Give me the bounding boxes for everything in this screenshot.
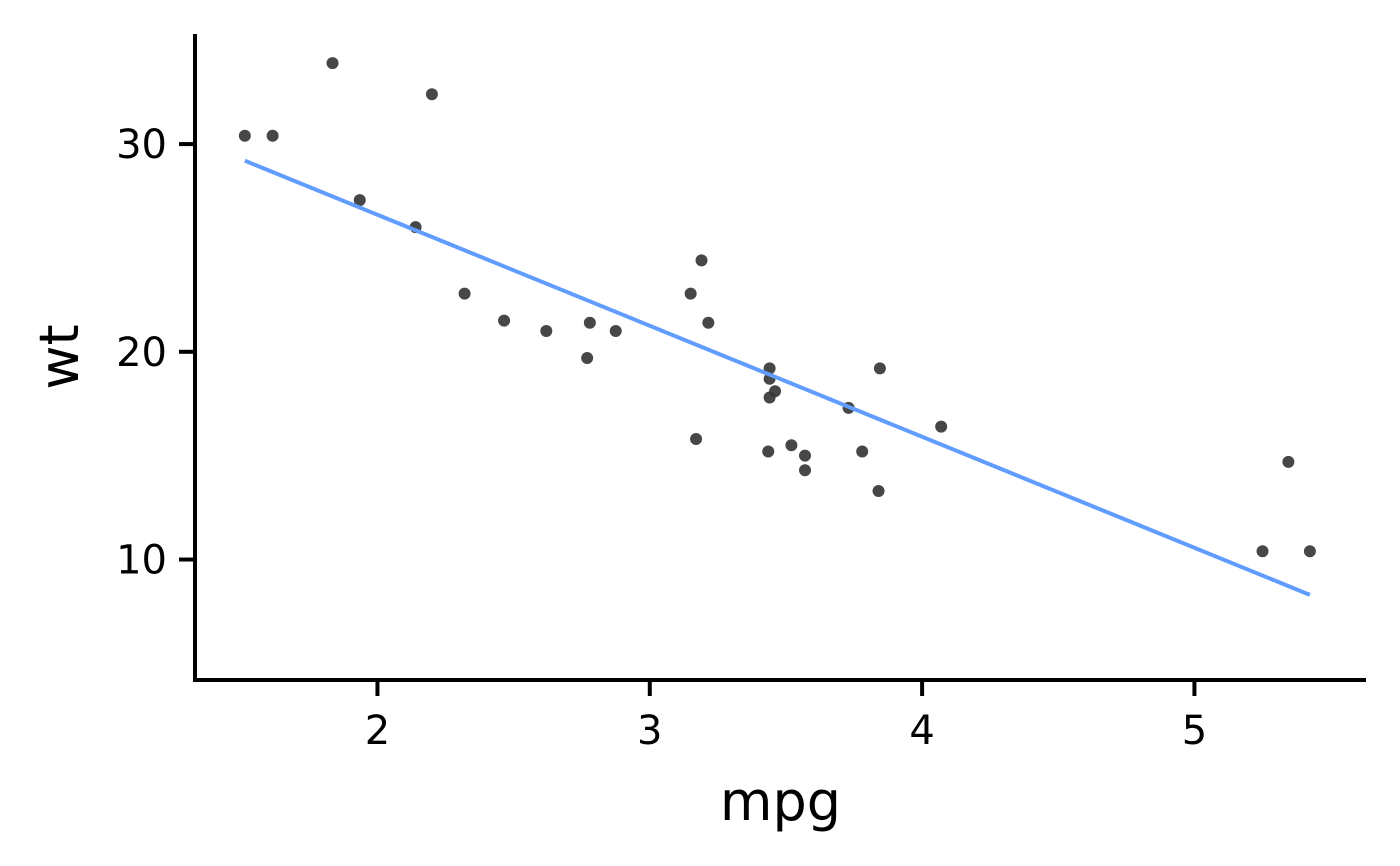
data-point [458, 287, 471, 300]
data-point [1282, 455, 1295, 468]
data-point [353, 194, 366, 207]
points-layer [238, 57, 1316, 558]
data-point [799, 464, 812, 477]
data-point [498, 314, 511, 327]
data-point [935, 420, 948, 433]
data-point [872, 484, 885, 497]
fit-line-layer [244, 158, 1311, 597]
data-point [684, 287, 697, 300]
data-point [540, 325, 553, 338]
data-point [762, 445, 775, 458]
y-tick-label: 10 [116, 538, 167, 584]
x-tick-label: 2 [365, 708, 390, 754]
data-point [873, 362, 886, 375]
data-point [769, 385, 782, 398]
regression-line [244, 158, 1311, 597]
data-point [425, 88, 438, 101]
data-point [785, 439, 798, 452]
data-point [856, 445, 869, 458]
y-tick-label: 30 [116, 122, 167, 168]
data-point [695, 254, 708, 267]
data-point [799, 449, 812, 462]
x-tick-label: 4 [909, 708, 934, 754]
y-tick-label: 20 [116, 330, 167, 376]
y-axis-ticks: 10 20 30 [116, 122, 195, 584]
x-axis-ticks: 2 3 4 5 [365, 680, 1207, 754]
x-tick-label: 3 [637, 708, 662, 754]
data-point [266, 129, 279, 142]
data-point [583, 316, 596, 329]
data-point [609, 325, 622, 338]
x-tick-label: 5 [1182, 708, 1207, 754]
data-point [1256, 545, 1269, 558]
data-point [238, 129, 251, 142]
data-point [1303, 545, 1316, 558]
data-point [326, 57, 339, 70]
data-point [690, 433, 703, 446]
data-point [581, 352, 594, 365]
x-axis-title: mpg [720, 770, 841, 833]
data-point [702, 316, 715, 329]
y-axis-title: wt [28, 324, 91, 389]
